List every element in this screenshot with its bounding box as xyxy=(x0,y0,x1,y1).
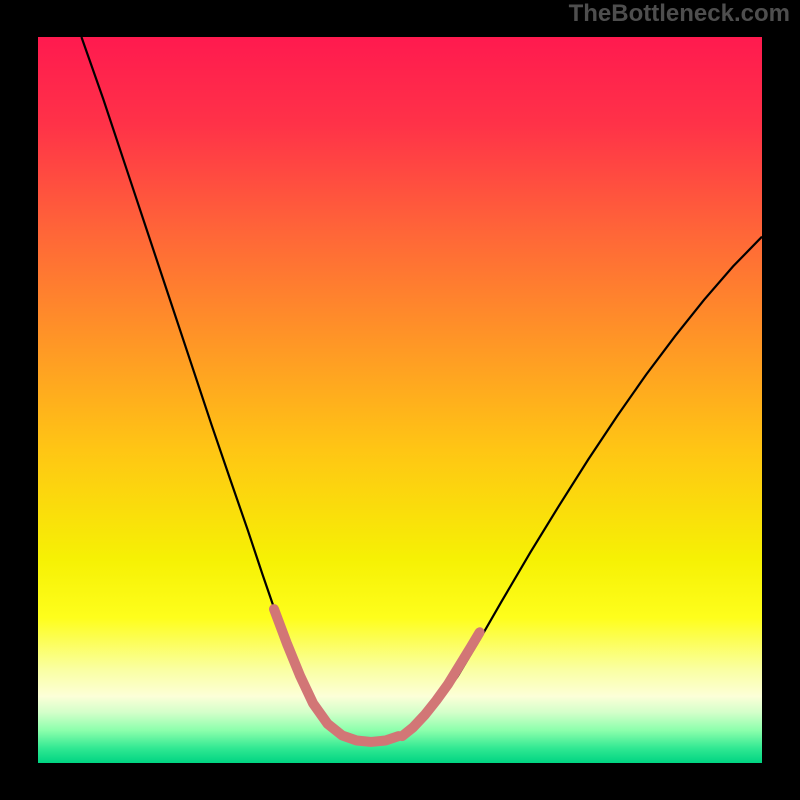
highlight-segment-1 xyxy=(402,632,479,736)
chart-frame: TheBottleneck.com xyxy=(0,0,800,800)
plot-area xyxy=(38,37,762,763)
watermark-text: TheBottleneck.com xyxy=(569,0,790,28)
plot xyxy=(38,37,762,763)
bottleneck-curve xyxy=(81,37,762,741)
curve-layer xyxy=(38,37,762,763)
highlight-segment-0 xyxy=(274,609,399,742)
